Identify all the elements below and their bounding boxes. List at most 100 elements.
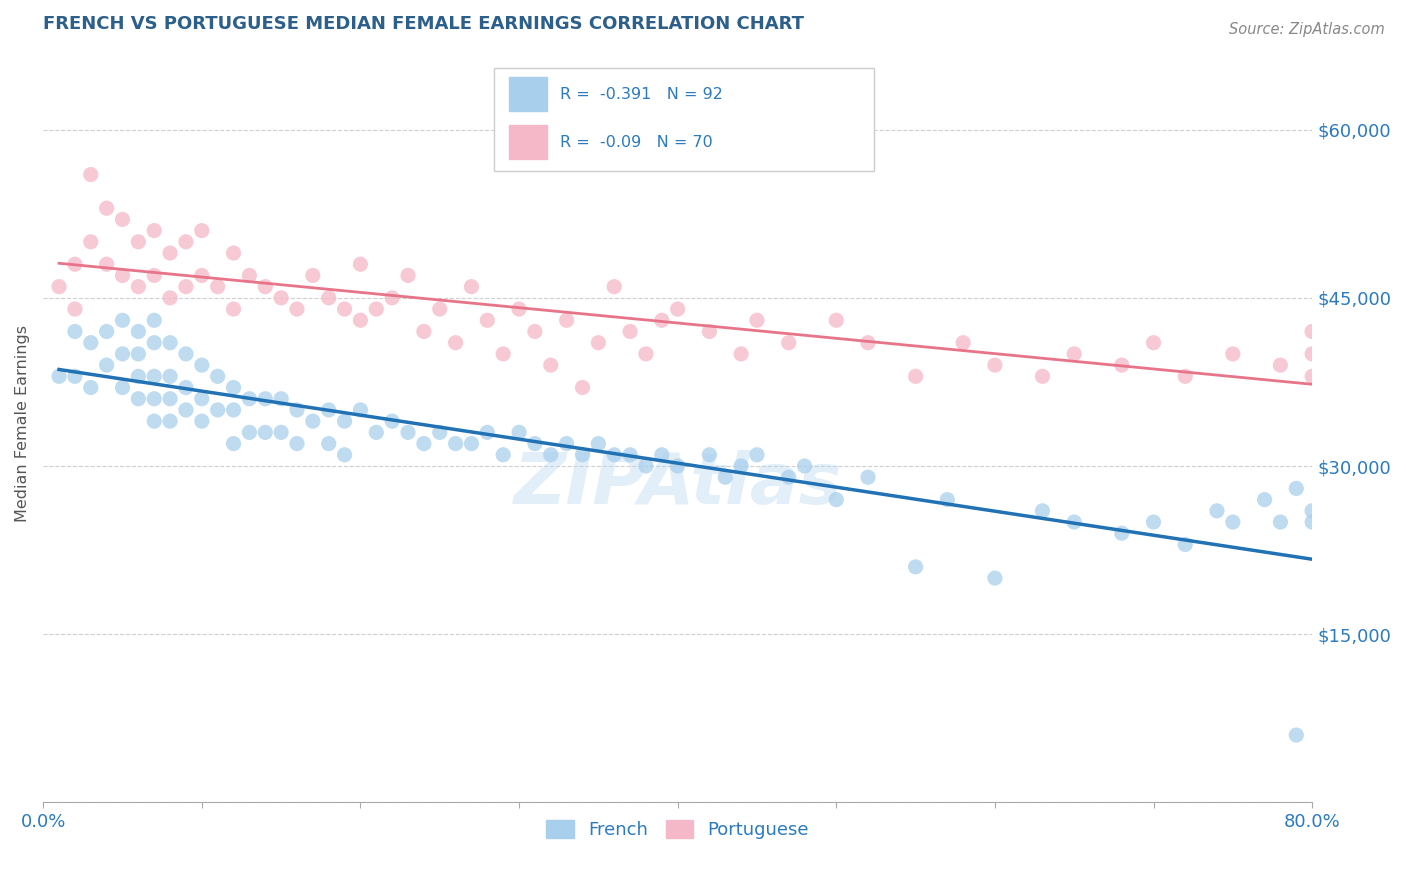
Point bbox=[63, 301, 86, 316]
Point bbox=[174, 235, 197, 249]
Point bbox=[111, 347, 134, 361]
Point bbox=[477, 313, 499, 327]
Point bbox=[222, 380, 245, 394]
Point bbox=[619, 325, 641, 339]
Point bbox=[174, 279, 197, 293]
Point bbox=[793, 458, 815, 473]
Point bbox=[699, 325, 721, 339]
Point bbox=[477, 425, 499, 440]
Point bbox=[1301, 515, 1323, 529]
Point bbox=[333, 414, 356, 428]
Text: R =  -0.391   N = 92: R = -0.391 N = 92 bbox=[560, 87, 723, 102]
Point bbox=[48, 279, 70, 293]
Point bbox=[1301, 325, 1323, 339]
Point bbox=[1111, 526, 1133, 541]
Point bbox=[222, 436, 245, 450]
Point bbox=[1111, 358, 1133, 372]
Point bbox=[745, 313, 768, 327]
Point bbox=[222, 246, 245, 260]
Point bbox=[730, 347, 752, 361]
Point bbox=[904, 560, 927, 574]
Point bbox=[396, 425, 419, 440]
Y-axis label: Median Female Earnings: Median Female Earnings bbox=[15, 326, 30, 523]
Point bbox=[96, 325, 118, 339]
Text: FRENCH VS PORTUGUESE MEDIAN FEMALE EARNINGS CORRELATION CHART: FRENCH VS PORTUGUESE MEDIAN FEMALE EARNI… bbox=[44, 15, 804, 33]
Bar bbox=[509, 125, 547, 159]
Point bbox=[159, 369, 181, 384]
Point bbox=[555, 313, 578, 327]
Point bbox=[285, 403, 308, 417]
Point bbox=[191, 268, 214, 283]
Point bbox=[366, 425, 388, 440]
Point bbox=[825, 492, 848, 507]
Point bbox=[745, 448, 768, 462]
Point bbox=[254, 279, 277, 293]
Point bbox=[508, 301, 530, 316]
Point bbox=[1270, 515, 1292, 529]
Point bbox=[1301, 504, 1323, 518]
Point bbox=[492, 347, 515, 361]
Point bbox=[555, 436, 578, 450]
Point bbox=[191, 224, 214, 238]
Point bbox=[207, 279, 229, 293]
Point bbox=[1222, 347, 1244, 361]
Point bbox=[285, 436, 308, 450]
Point bbox=[1301, 347, 1323, 361]
Point bbox=[238, 268, 260, 283]
Point bbox=[159, 291, 181, 305]
Point bbox=[143, 414, 166, 428]
Text: Source: ZipAtlas.com: Source: ZipAtlas.com bbox=[1229, 22, 1385, 37]
Point bbox=[1031, 369, 1053, 384]
Point bbox=[207, 369, 229, 384]
Point bbox=[238, 425, 260, 440]
Point bbox=[270, 425, 292, 440]
Point bbox=[1206, 504, 1229, 518]
Point bbox=[318, 403, 340, 417]
Point bbox=[730, 458, 752, 473]
Point bbox=[1301, 369, 1323, 384]
Text: R =  -0.09   N = 70: R = -0.09 N = 70 bbox=[560, 135, 713, 150]
Point bbox=[1222, 515, 1244, 529]
Point bbox=[238, 392, 260, 406]
Point bbox=[63, 369, 86, 384]
Point bbox=[48, 369, 70, 384]
Point bbox=[381, 414, 404, 428]
Bar bbox=[509, 78, 547, 112]
Point bbox=[1142, 335, 1164, 350]
Point bbox=[318, 291, 340, 305]
Point bbox=[191, 414, 214, 428]
Point bbox=[936, 492, 959, 507]
Point bbox=[111, 380, 134, 394]
Point bbox=[778, 335, 800, 350]
Point bbox=[412, 325, 434, 339]
Point bbox=[429, 425, 451, 440]
Point bbox=[96, 257, 118, 271]
Point bbox=[651, 448, 673, 462]
Point bbox=[111, 313, 134, 327]
Point bbox=[588, 335, 610, 350]
Point bbox=[904, 369, 927, 384]
Point bbox=[159, 392, 181, 406]
Point bbox=[714, 470, 737, 484]
Point bbox=[651, 313, 673, 327]
Point bbox=[143, 224, 166, 238]
Point bbox=[619, 448, 641, 462]
Point bbox=[270, 392, 292, 406]
Point bbox=[222, 301, 245, 316]
Point bbox=[63, 257, 86, 271]
Point bbox=[143, 335, 166, 350]
Point bbox=[1031, 504, 1053, 518]
Point bbox=[254, 425, 277, 440]
Point bbox=[778, 470, 800, 484]
Point bbox=[634, 458, 657, 473]
Point bbox=[634, 347, 657, 361]
Point bbox=[143, 268, 166, 283]
Point bbox=[349, 257, 371, 271]
Point bbox=[856, 470, 879, 484]
Point bbox=[856, 335, 879, 350]
Point bbox=[396, 268, 419, 283]
Point bbox=[127, 392, 149, 406]
Point bbox=[285, 301, 308, 316]
Point bbox=[1285, 728, 1308, 742]
Point bbox=[571, 380, 593, 394]
